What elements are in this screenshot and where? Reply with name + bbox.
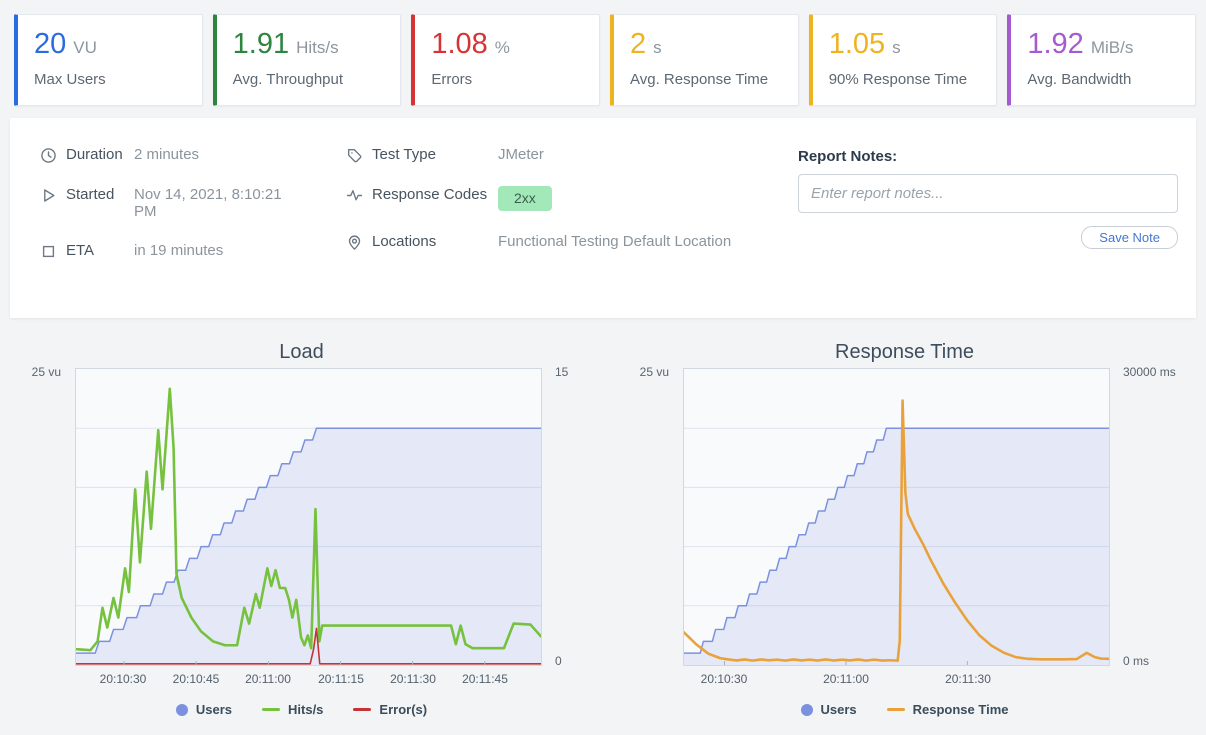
chart-area: 25 vu 15 0 20:10:30 20:10:45 20:11:00 20:11:15… [0,365,603,686]
right-axis-bottom-label: 0 ms [1123,654,1150,668]
legend-label: Error(s) [379,702,428,717]
save-note-button[interactable]: Save Note [1081,226,1178,249]
clock-icon [40,147,57,164]
tag-icon [346,147,363,164]
x-axis-tick-label: 20:11:00 [245,672,291,686]
legend-line-marker [886,708,905,711]
kpi-unit: s [653,38,662,57]
legend-line-marker [353,708,372,711]
x-axis-tick-label: 20:10:30 [700,672,748,686]
info-row-started: Started Nov 14, 2021, 8:10:21 PM [40,186,346,220]
play-icon [40,187,57,204]
left-axis-label: 25 vu [31,365,61,379]
kpi-unit: s [892,38,901,57]
info-label: Test Type [372,146,436,163]
kpi-card-90pct-response-time: 1.05 s 90% Response Time [808,14,998,106]
right-axis-top-label: 30000 ms [1123,365,1176,379]
kpi-label: Avg. Response Time [630,71,769,88]
chart-title: Response Time [835,341,974,363]
legend-label: Response Time [912,702,1009,717]
legend-item-response-time[interactable]: Response Time [886,702,1009,717]
kpi-value: 1.08 [431,28,488,60]
info-value: in 19 minutes [134,242,224,259]
kpi-unit: Hits/s [296,38,339,57]
kpi-value: 20 [34,28,67,60]
kpi-label: Avg. Throughput [232,71,344,88]
kpi-value: 1.05 [828,28,886,60]
kpi-label: Errors [431,71,473,88]
kpi-unit: % [494,38,510,57]
kpi-card-errors: 1.08% Errors [411,14,601,106]
info-label: Started [66,186,115,203]
x-axis-tick-label: 20:11:30 [945,672,991,686]
right-axis-top-label: 15 [555,365,569,379]
report-notes-section: Report Notes: Save Note [798,146,1178,294]
activity-icon [346,187,363,204]
report-notes-label: Report Notes: [798,148,898,165]
chart-plot [683,368,1110,666]
info-column-middle: Test Type JMeter Response Codes 2xx Loca… [346,146,776,294]
left-axis-label: 25 vu [639,365,669,379]
info-column-left: Duration 2 minutes Started Nov 14, 2021,… [40,146,346,294]
load-chart: Load 25 vu 15 0 20:10:30 20:10:45 20:11:00 20:1… [0,328,603,717]
response-time-chart: Response Time 25 vu 30000 ms 0 ms 20:10:30 20… [603,328,1206,717]
kpi-label: 90% Response Time [828,71,968,88]
stop-icon [40,243,57,260]
charts-section: Load 25 vu 15 0 20:10:30 20:10:45 20:11:00 20:1… [0,318,1206,717]
x-axis-tick-label: 20:11:30 [390,672,436,686]
x-axis-tick-label: 20:11:15 [318,672,364,686]
info-value: JMeter [498,146,544,163]
kpi-card-avg-bandwidth: 1.92 MiB/s Avg. Bandwidth [1007,14,1197,106]
legend-label: Users [820,702,857,717]
chart-legend: Users Response Time [603,702,1206,717]
x-axis-tick-label: 20:11:00 [823,672,869,686]
chart-legend: Users Hits/s Error(s) [0,702,603,717]
kpi-value: 2 [630,28,647,60]
info-row-test-type: Test Type JMeter [346,146,776,164]
info-row-locations: Locations Functional Testing Default Loc… [346,233,776,251]
info-label: Locations [372,232,437,250]
info-value: 2 minutes [134,146,200,163]
info-label: ETA [66,242,95,259]
legend-circle-marker [175,703,188,716]
legend-item-users[interactable]: Users [800,702,857,717]
kpi-label: Avg. Bandwidth [1027,71,1132,88]
kpi-card-max-users: 20 VU Max Users [14,14,203,106]
kpi-unit: MiB/s [1090,38,1134,57]
info-row-eta: ETA in 19 minutes [40,242,346,260]
info-row-response-codes: Response Codes 2xx [346,186,776,211]
chart-title: Load [279,341,324,363]
status-badge-2xx: 2xx [498,186,552,211]
legend-line-marker [262,708,281,711]
info-value: Nov 14, 2021, 8:10:21 PM [134,186,282,220]
legend-item-users[interactable]: Users [175,702,233,717]
kpi-unit: VU [73,38,97,57]
info-value: Functional Testing Default Location [498,232,732,250]
chart-area: 25 vu 30000 ms 0 ms 20:10:30 20:11:00 20:11:3… [603,365,1206,686]
legend-item-error-s-[interactable]: Error(s) [353,702,427,717]
report-notes-input[interactable] [798,174,1178,213]
kpi-cards-row: 20 VU Max Users 1.91 Hits/s Avg. Throughpu… [0,0,1206,118]
test-info-panel: Duration 2 minutes Started Nov 14, 2021,… [10,118,1196,318]
info-row-duration: Duration 2 minutes [40,146,346,164]
chart-plot [75,368,542,666]
info-label: Duration [66,146,123,163]
legend-item-hits-s[interactable]: Hits/s [262,702,323,717]
response-codes-badges: 2xx [498,186,758,211]
location-icon [346,234,363,251]
kpi-card-avg-throughput: 1.91 Hits/s Avg. Throughput [212,14,402,106]
legend-label: Users [195,702,233,717]
kpi-value: 1.91 [232,28,290,60]
legend-circle-marker [800,703,813,716]
right-axis-bottom-label: 0 [555,654,562,668]
x-axis-tick-label: 20:10:30 [99,672,147,686]
x-axis-tick-label: 20:11:45 [462,672,508,686]
legend-label: Hits/s [288,702,324,717]
info-label: Response Codes [372,186,488,203]
kpi-label: Max Users [34,71,106,88]
x-axis-tick-label: 20:10:45 [172,672,220,686]
kpi-value: 1.92 [1027,28,1084,60]
